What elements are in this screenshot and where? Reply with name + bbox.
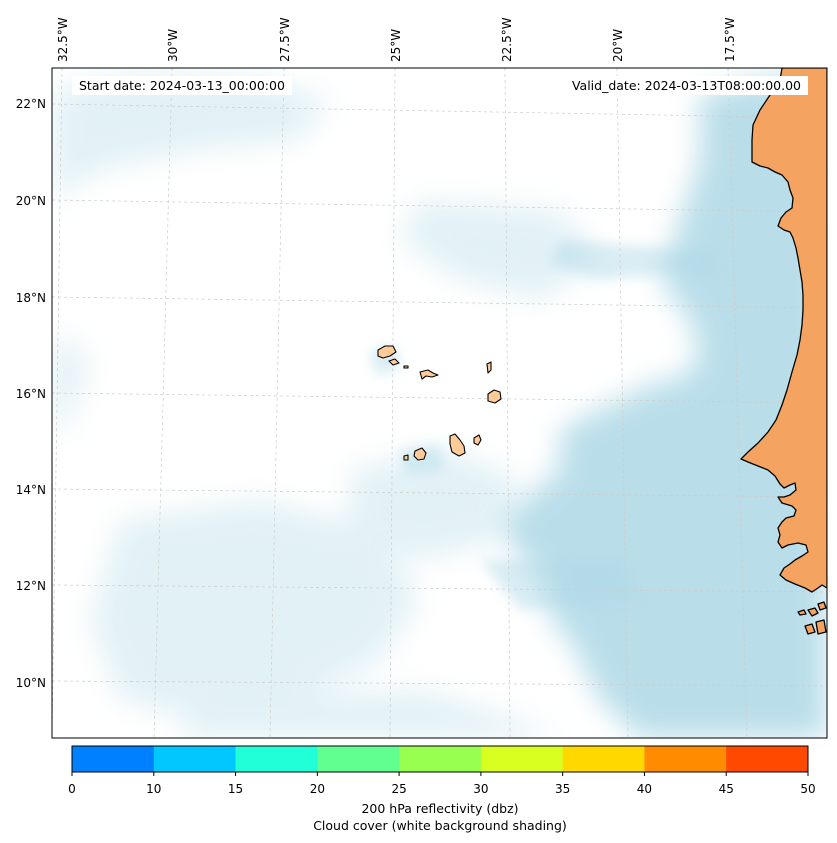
colorbar-tick-label: 20 — [309, 782, 325, 796]
colorbar-label-cloud-cover: Cloud cover (white background shading) — [313, 818, 567, 833]
colorbar — [71, 745, 809, 776]
island-santiago — [449, 433, 466, 457]
lon-label-20w: 20°W — [611, 29, 625, 62]
cloud-cover-faint — [52, 75, 600, 738]
lon-label-22-5w: 22.5°W — [500, 17, 514, 62]
lat-label-22n: 22°N — [16, 97, 46, 111]
colorbar-segment — [235, 746, 318, 772]
meridian-22-5w — [504, 68, 511, 738]
colorbar-tick-label: 0 — [68, 782, 76, 796]
colorbar-tick-label: 50 — [800, 782, 816, 796]
lat-label-10n: 10°N — [16, 676, 46, 690]
colorbar-tick-label: 10 — [146, 782, 162, 796]
lon-label-25w: 25°W — [389, 29, 403, 62]
lat-label-16n: 16°N — [16, 387, 46, 401]
colorbar-segment — [399, 746, 482, 772]
lon-label-30w: 30°W — [166, 29, 180, 62]
africa-coast — [740, 68, 827, 635]
colorbar-tick-label: 40 — [636, 782, 653, 796]
cloud-cover-streaks — [370, 240, 720, 610]
map-content — [52, 68, 827, 738]
meridian-30w — [153, 68, 173, 738]
island-maio — [473, 434, 482, 446]
cape-verde-islands — [377, 345, 502, 461]
colorbar-label-reflectivity: 200 hPa reflectivity (dbz) — [361, 801, 519, 816]
lat-label-14n: 14°N — [16, 483, 46, 497]
colorbar-tick-label: 25 — [391, 782, 407, 796]
colorbar-tick-label: 30 — [473, 782, 489, 796]
colorbar-tick-label: 15 — [227, 782, 244, 796]
island-sao-nicolau — [419, 369, 439, 380]
colorbar-segment — [480, 746, 564, 772]
island-sal — [486, 361, 492, 374]
map-frame — [51, 67, 828, 739]
island-fogo — [413, 447, 427, 461]
start-date-label: Start date: 2024-03-13_00:00:00 — [72, 76, 292, 95]
colorbar-segment — [726, 746, 809, 772]
bijagos-island — [807, 607, 819, 617]
colorbar-segment — [153, 746, 237, 772]
colorbar-frame — [71, 745, 809, 773]
lat-label-20n: 20°N — [16, 194, 46, 208]
colorbar-segment — [562, 746, 645, 772]
meridian-17-5w — [727, 68, 748, 738]
island-santa-luzia — [403, 365, 409, 369]
lon-label-17-5w: 17.5°W — [723, 17, 737, 62]
colorbar-segment — [317, 746, 400, 772]
meridian-27-5w — [269, 68, 285, 738]
lon-label-32-5w: 32.5°W — [56, 17, 70, 62]
graticule — [52, 68, 827, 738]
island-santo-antao — [377, 345, 397, 359]
latitude-labels: 22°N 20°N 18°N 16°N 14°N 12°N 10°N — [16, 97, 46, 690]
bijagos-island-5 — [797, 609, 807, 616]
lon-label-27-5w: 27.5°W — [278, 17, 292, 62]
longitude-labels: 32.5°W 30°W 27.5°W 25°W 22.5°W 20°W 17.5… — [56, 17, 737, 62]
meridian-25w — [389, 68, 396, 738]
bijagos-island-4 — [815, 619, 827, 635]
west-africa-landmass — [740, 68, 827, 593]
lat-label-12n: 12°N — [16, 579, 46, 593]
colorbar-tick-label: 35 — [555, 782, 571, 796]
lat-label-18n: 18°N — [16, 291, 46, 305]
colorbar-segment — [72, 746, 155, 772]
valid-date-label: Valid_date: 2024-03-13T08:00:00.00 — [564, 76, 808, 95]
meridian-20w — [616, 68, 629, 738]
island-boa-vista — [487, 389, 502, 404]
bijagos-island-3 — [804, 623, 816, 635]
island-brava — [403, 454, 409, 461]
bijagos-island-2 — [817, 601, 827, 611]
island-sao-vicente — [388, 358, 400, 366]
colorbar-tick-label: 45 — [718, 782, 734, 796]
meridian-32-5w — [52, 68, 63, 738]
colorbar-segment — [644, 746, 727, 772]
